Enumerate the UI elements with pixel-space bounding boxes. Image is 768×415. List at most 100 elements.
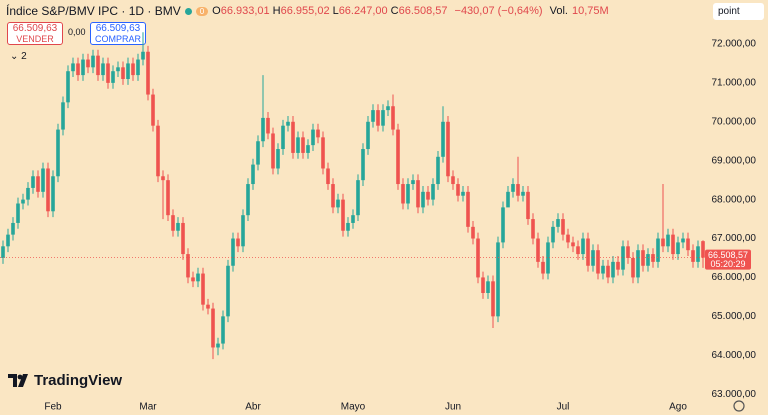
candle-body	[171, 215, 175, 231]
candle-body	[396, 129, 400, 185]
volume-label: Vol.	[549, 5, 568, 17]
candle-body	[111, 71, 115, 83]
candle-body	[601, 265, 605, 274]
candle-body	[541, 261, 545, 274]
indicators-toggle[interactable]: ⌄ 2	[10, 51, 27, 62]
candle-body	[456, 184, 460, 196]
price-tag-price: 66.508,57	[708, 250, 748, 260]
candle-body	[161, 176, 165, 181]
candle-body	[531, 219, 535, 239]
candle-body	[521, 191, 525, 196]
candle-body	[641, 250, 645, 266]
candle-body	[411, 180, 415, 185]
candle-body	[416, 180, 420, 208]
candle-body	[241, 215, 245, 247]
candle-body	[31, 176, 35, 188]
y-tick-label: 64.000,00	[712, 350, 757, 361]
candle-body	[356, 180, 360, 216]
candle-body	[391, 106, 395, 130]
candle-body	[106, 63, 110, 83]
symbol: Índice S&P/BMV IPC · 1D · BMV	[6, 4, 181, 18]
candle-body	[611, 261, 615, 278]
candle-body	[366, 121, 370, 150]
logo-text: TradingView	[34, 372, 123, 389]
candle-body	[296, 137, 300, 153]
candle-body	[636, 250, 640, 278]
change: −430,07 (−0,64%)	[454, 5, 543, 17]
candle-body	[381, 110, 385, 126]
candle-body	[26, 187, 30, 200]
candle-body	[41, 168, 45, 192]
ohlc-value: 66.508,57	[398, 5, 448, 17]
candle-body	[36, 176, 40, 192]
buy-label: COMPRAR	[94, 34, 141, 44]
candle-body	[561, 219, 565, 235]
ohlc-label: O	[212, 5, 221, 17]
candle-body	[156, 125, 160, 177]
candle-body	[11, 222, 15, 235]
candle-body	[426, 191, 430, 200]
candle-body	[631, 257, 635, 278]
candle-body	[441, 121, 445, 157]
candle-body	[311, 129, 315, 146]
candle-body	[66, 71, 70, 103]
indicators-count: 2	[21, 51, 27, 62]
candle-body	[221, 316, 225, 344]
candle-body	[616, 261, 620, 270]
ohlc-label: C	[390, 5, 399, 17]
x-tick-label: Jun	[445, 402, 461, 413]
candle-body	[286, 121, 290, 126]
candle-body	[146, 51, 150, 95]
candle-body	[321, 137, 325, 169]
candle-body	[251, 164, 255, 185]
candle-body	[551, 226, 555, 243]
candle-body	[676, 242, 680, 255]
y-tick-label: 63.000,00	[712, 389, 757, 400]
candle-body	[461, 191, 465, 196]
candle-body	[236, 238, 240, 247]
candle-body	[256, 141, 260, 165]
ohlc-value: 66.933,01	[220, 5, 270, 17]
y-tick-label: 71.000,00	[712, 78, 757, 89]
spread: 0,00	[68, 27, 86, 37]
candle-body	[691, 250, 695, 262]
candle-body	[6, 234, 10, 247]
candle-body	[271, 133, 275, 169]
candle-body	[116, 67, 120, 72]
candle-body	[226, 265, 230, 317]
candle-body	[556, 219, 560, 227]
candle-body	[516, 184, 520, 196]
candle-body	[681, 238, 685, 243]
sell-button[interactable]: 66.509,63 VENDER	[7, 22, 63, 45]
candle-body	[526, 191, 530, 220]
settings-icon[interactable]	[733, 400, 745, 412]
candle-body	[431, 184, 435, 200]
candle-body	[336, 199, 340, 208]
price-tag	[705, 249, 751, 270]
candle-body	[86, 59, 90, 68]
alerts[interactable]: 0	[195, 6, 209, 16]
buy-button[interactable]: 66.509,63 COMPRAR	[90, 22, 146, 45]
candle-body	[76, 63, 80, 76]
y-tick-label: 70.000,00	[712, 116, 757, 127]
search-box[interactable]: point	[713, 3, 764, 20]
candle-body	[131, 63, 135, 76]
candle-body	[386, 106, 390, 111]
candle-body	[406, 184, 410, 204]
x-tick-label: Feb	[44, 402, 62, 413]
candle-body	[196, 273, 200, 282]
y-tick-label: 72.000,00	[712, 39, 757, 50]
candle-body	[51, 176, 55, 212]
candle-body	[566, 234, 570, 243]
ohlc: O66.933,01 H66.955,02 L66.247,00 C66.508,57	[212, 5, 450, 17]
candle-body	[606, 265, 610, 278]
logo: TradingView	[8, 372, 122, 389]
candle-body	[81, 59, 85, 76]
ohlc-label: L	[332, 5, 339, 17]
candle-body	[91, 55, 95, 68]
candle-body	[661, 238, 665, 247]
sell-label: VENDER	[16, 34, 54, 44]
candle-body	[291, 121, 295, 153]
candle-body	[181, 222, 185, 255]
